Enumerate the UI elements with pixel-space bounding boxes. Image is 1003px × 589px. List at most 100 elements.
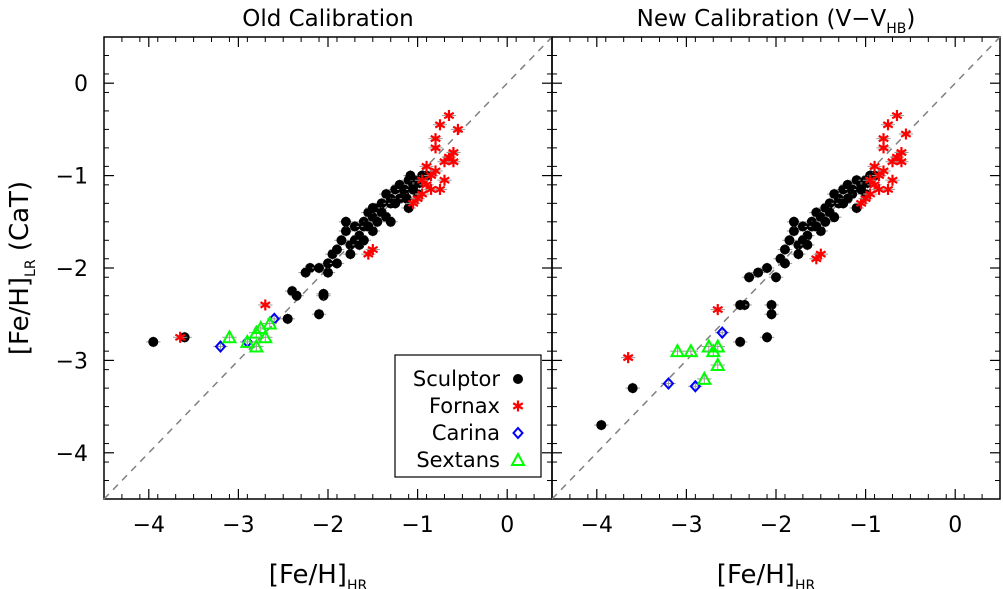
data-point-fornax bbox=[891, 151, 903, 163]
panel-title: Old Calibration bbox=[242, 6, 414, 32]
data-point-fornax bbox=[448, 156, 459, 168]
error-bar bbox=[258, 331, 273, 343]
data-point-fornax bbox=[878, 165, 889, 177]
data-point-fornax bbox=[878, 133, 889, 145]
data-point-sculptor bbox=[824, 198, 835, 209]
error-bar bbox=[710, 340, 725, 353]
data-point-sculptor bbox=[762, 332, 773, 343]
asterisk-stroke bbox=[887, 176, 898, 184]
error-bar bbox=[697, 373, 712, 385]
data-point-sculptor bbox=[349, 221, 360, 232]
data-point-fornax bbox=[407, 197, 419, 209]
asterisk-stroke bbox=[878, 134, 889, 143]
data-point-sculptor bbox=[376, 198, 387, 209]
data-point-fornax bbox=[425, 170, 437, 182]
data-point-sextans bbox=[257, 329, 273, 344]
asterisk-stroke bbox=[421, 162, 432, 171]
data-point-carina bbox=[662, 377, 675, 390]
asterisk-stroke bbox=[367, 245, 379, 254]
data-point-fornax bbox=[873, 183, 885, 195]
asterisk-stroke bbox=[430, 134, 441, 143]
asterisk-stroke bbox=[900, 130, 912, 138]
asterisk-stroke bbox=[815, 250, 827, 258]
legend-label-sextans: Sextans bbox=[416, 448, 500, 472]
data-point-sculptor bbox=[318, 288, 329, 299]
data-point-sculptor bbox=[372, 216, 383, 227]
series-fornax bbox=[620, 109, 914, 364]
data-point-sculptor bbox=[820, 216, 831, 227]
data-point-fornax bbox=[622, 352, 634, 364]
asterisk-stroke bbox=[864, 176, 876, 184]
data-point-fornax bbox=[439, 156, 450, 168]
data-point-sculptor bbox=[735, 299, 746, 310]
y-tick-label: 0 bbox=[74, 72, 88, 97]
data-point-fornax bbox=[425, 183, 437, 195]
asterisk-stroke bbox=[259, 301, 271, 309]
data-point-fornax bbox=[891, 110, 903, 122]
y-tick-label: −3 bbox=[56, 349, 88, 374]
data-point-fornax bbox=[900, 128, 912, 140]
x-axis-label-subscript: HR bbox=[795, 578, 816, 589]
data-point-sculptor bbox=[627, 383, 638, 394]
x-tick-label: −2 bbox=[312, 513, 344, 538]
data-point-sextans bbox=[221, 329, 238, 344]
data-point-fornax bbox=[443, 151, 455, 163]
asterisk-stroke bbox=[896, 148, 907, 157]
data-point-sculptor bbox=[596, 420, 607, 431]
asterisk-stroke bbox=[869, 162, 880, 171]
data-point-sculptor bbox=[766, 309, 777, 320]
x-axis-label-main: [Fe/H] bbox=[717, 560, 795, 589]
data-point-sculptor bbox=[314, 263, 325, 273]
data-point-fornax bbox=[887, 156, 898, 168]
data-point-sculptor bbox=[336, 235, 347, 246]
data-point-fornax bbox=[367, 244, 379, 256]
asterisk-stroke bbox=[891, 153, 903, 161]
data-point-fornax bbox=[896, 147, 907, 158]
data-point-fornax bbox=[712, 304, 724, 316]
data-point-sculptor bbox=[829, 212, 840, 223]
data-point-fornax bbox=[452, 123, 464, 135]
data-point-sextans bbox=[262, 315, 278, 330]
asterisk-stroke bbox=[430, 144, 441, 152]
data-point-fornax bbox=[430, 133, 441, 145]
data-point-sculptor bbox=[779, 244, 790, 255]
series-sculptor bbox=[146, 170, 434, 348]
data-point-sculptor bbox=[385, 216, 396, 227]
asterisk-stroke bbox=[434, 121, 446, 129]
data-point-sextans bbox=[696, 370, 713, 385]
asterisk-stroke bbox=[712, 305, 724, 314]
asterisk-stroke bbox=[425, 185, 437, 194]
y-tick-label: −2 bbox=[56, 257, 88, 282]
legend: Sculptor Fornax Carina Sextans bbox=[394, 354, 542, 478]
asterisk-stroke bbox=[439, 176, 450, 184]
data-point-fornax bbox=[448, 147, 459, 158]
error-bar bbox=[683, 345, 699, 357]
x-tick-label: −1 bbox=[401, 513, 433, 538]
asterisk-stroke bbox=[622, 353, 634, 362]
data-point-sculptor bbox=[811, 221, 822, 232]
data-point-fornax bbox=[864, 174, 876, 186]
x-tick-label: −2 bbox=[760, 513, 792, 538]
data-point-sculptor bbox=[405, 170, 416, 181]
one-to-one-line bbox=[103, 36, 553, 500]
data-point-fornax bbox=[815, 248, 827, 260]
data-point-sculptor bbox=[744, 272, 755, 283]
legend-label-carina: Carina bbox=[432, 421, 500, 445]
y-axis-label: [Fe/H]LR (CaT) bbox=[5, 181, 39, 355]
data-point-fornax bbox=[860, 193, 871, 205]
asterisk-stroke bbox=[878, 167, 889, 175]
data-point-sculptor bbox=[363, 221, 374, 232]
asterisk-stroke bbox=[873, 171, 885, 180]
data-point-fornax bbox=[896, 156, 907, 168]
asterisk-stroke bbox=[882, 185, 894, 194]
y-axis-label-main: [Fe/H] bbox=[5, 277, 35, 355]
asterisk-stroke bbox=[416, 176, 428, 184]
x-tick-label: −4 bbox=[581, 513, 613, 538]
asterisk-stroke bbox=[425, 171, 437, 180]
legend-marker-fornax bbox=[512, 400, 524, 412]
data-point-sextans bbox=[683, 343, 699, 358]
panel-title-main: New Calibration (V−V bbox=[637, 6, 887, 32]
data-point-sculptor bbox=[838, 198, 849, 209]
data-point-sculptor bbox=[340, 226, 351, 237]
